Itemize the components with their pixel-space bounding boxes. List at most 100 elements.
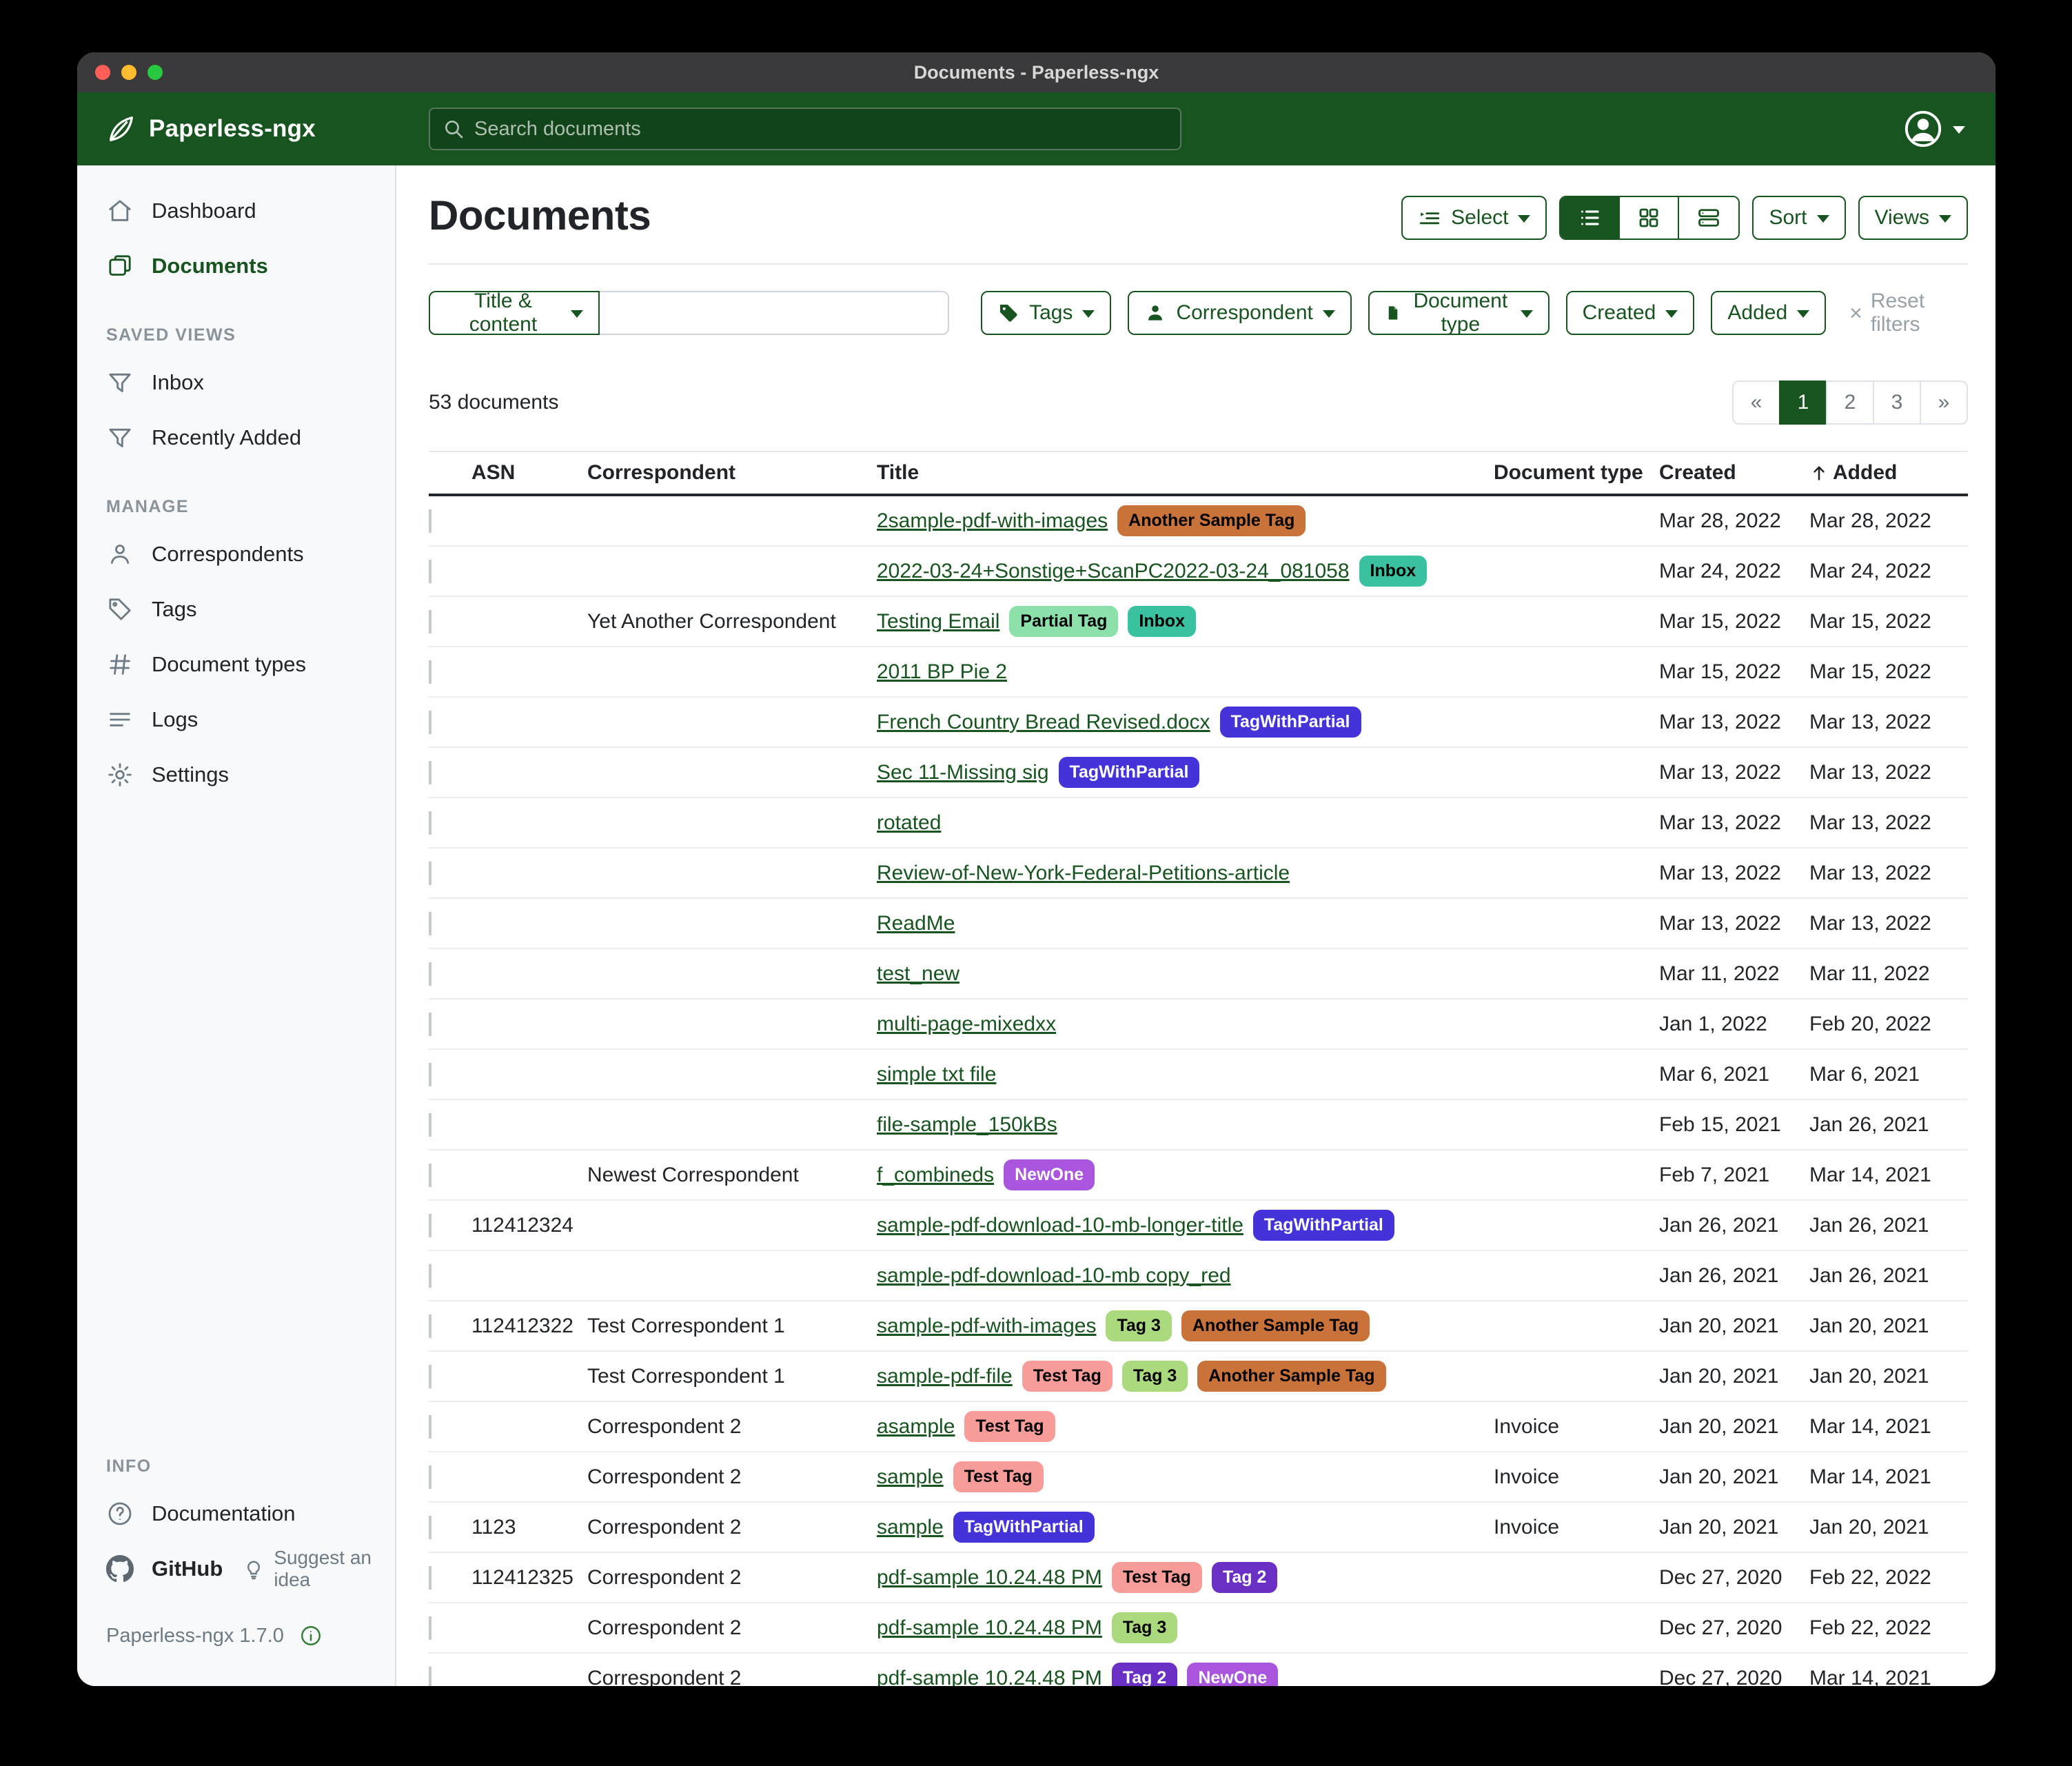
row-checkbox[interactable] xyxy=(429,911,431,935)
reset-filters-button[interactable]: × Reset filters xyxy=(1849,290,1925,336)
row-checkbox[interactable] xyxy=(429,509,431,533)
row-checkbox[interactable] xyxy=(429,1565,431,1590)
sidebar-item-documents[interactable]: Documents xyxy=(77,238,395,294)
row-checkbox[interactable] xyxy=(429,760,431,784)
row-checkbox[interactable] xyxy=(429,962,431,986)
row-checkbox[interactable] xyxy=(429,1666,431,1686)
tag-badge[interactable]: Test Tag xyxy=(964,1411,1055,1442)
row-checkbox[interactable] xyxy=(429,1163,431,1187)
created-filter-button[interactable]: Created xyxy=(1565,291,1695,335)
minimize-window-button[interactable] xyxy=(121,65,136,80)
user-menu[interactable] xyxy=(1903,92,1965,165)
row-checkbox[interactable] xyxy=(429,1465,431,1489)
column-header-created[interactable]: Created xyxy=(1659,461,1736,484)
document-link[interactable]: pdf-sample 10.24.48 PM xyxy=(877,1565,1102,1589)
sidebar-item-document-types[interactable]: Document types xyxy=(77,637,395,692)
row-checkbox[interactable] xyxy=(429,1113,431,1137)
column-header-asn[interactable]: ASN xyxy=(471,461,516,484)
tag-badge[interactable]: Test Tag xyxy=(1022,1361,1113,1392)
tags-filter-button[interactable]: Tags xyxy=(981,291,1112,335)
row-checkbox[interactable] xyxy=(429,1515,431,1539)
document-link[interactable]: pdf-sample 10.24.48 PM xyxy=(877,1666,1102,1687)
row-checkbox[interactable] xyxy=(429,1062,431,1086)
pagination-page-3[interactable]: 3 xyxy=(1873,380,1921,425)
correspondent-filter-button[interactable]: Correspondent xyxy=(1128,291,1352,335)
sidebar-item-tags[interactable]: Tags xyxy=(77,582,395,637)
suggest-idea-link[interactable]: Suggest an idea xyxy=(223,1547,395,1591)
sidebar-item-documentation[interactable]: Documentation xyxy=(77,1486,395,1541)
row-checkbox[interactable] xyxy=(429,1616,431,1640)
document-link[interactable]: sample-pdf-download-10-mb copy_red xyxy=(877,1263,1231,1287)
document-link[interactable]: test_new xyxy=(877,962,960,985)
search-input[interactable] xyxy=(474,117,1168,141)
tag-badge[interactable]: Tag 3 xyxy=(1121,1361,1188,1392)
document-link[interactable]: sample-pdf-file xyxy=(877,1364,1013,1388)
sidebar-item-github[interactable]: GitHub xyxy=(77,1541,223,1596)
document-link[interactable]: ReadMe xyxy=(877,911,955,935)
tag-badge[interactable]: TagWithPartial xyxy=(1058,757,1200,788)
row-checkbox[interactable] xyxy=(429,811,431,835)
document-link[interactable]: French Country Bread Revised.docx xyxy=(877,710,1210,733)
column-header-correspondent[interactable]: Correspondent xyxy=(587,461,736,484)
tag-badge[interactable]: Another Sample Tag xyxy=(1117,505,1306,536)
document-link[interactable]: Testing Email xyxy=(877,609,1000,633)
document-link[interactable]: Sec 11-Missing sig xyxy=(877,760,1049,784)
document-link[interactable]: asample xyxy=(877,1414,955,1438)
document-link[interactable]: 2011 BP Pie 2 xyxy=(877,660,1008,683)
row-checkbox[interactable] xyxy=(429,1414,431,1439)
info-circle-icon[interactable] xyxy=(299,1624,323,1647)
document-link[interactable]: pdf-sample 10.24.48 PM xyxy=(877,1616,1102,1639)
row-checkbox[interactable] xyxy=(429,710,431,734)
tag-badge[interactable]: NewOne xyxy=(1187,1663,1279,1686)
document-link[interactable]: rotated xyxy=(877,811,942,834)
tag-badge[interactable]: Tag 2 xyxy=(1211,1562,1278,1593)
tag-badge[interactable]: Partial Tag xyxy=(1009,606,1119,637)
tag-badge[interactable]: TagWithPartial xyxy=(1252,1210,1394,1241)
grid-view-button[interactable] xyxy=(1620,197,1680,238)
column-header-doctype[interactable]: Document type xyxy=(1494,461,1643,484)
document-link[interactable]: sample xyxy=(877,1465,944,1488)
row-checkbox[interactable] xyxy=(429,609,431,633)
row-checkbox[interactable] xyxy=(429,660,431,684)
zoom-window-button[interactable] xyxy=(148,65,163,80)
sidebar-item-inbox[interactable]: Inbox xyxy=(77,355,395,410)
document-link[interactable]: file-sample_150kBs xyxy=(877,1113,1057,1136)
sidebar-item-correspondents[interactable]: Correspondents xyxy=(77,527,395,582)
document-link[interactable]: sample-pdf-download-10-mb-longer-title xyxy=(877,1213,1243,1237)
document-link[interactable]: f_combineds xyxy=(877,1163,995,1186)
document-link[interactable]: simple txt file xyxy=(877,1062,997,1086)
tag-badge[interactable]: Another Sample Tag xyxy=(1197,1361,1386,1392)
pagination-next[interactable]: » xyxy=(1920,380,1968,425)
added-filter-button[interactable]: Added xyxy=(1711,291,1827,335)
filter-field-dropdown[interactable]: Title & content xyxy=(429,290,600,336)
views-dropdown-button[interactable]: Views xyxy=(1858,196,1968,240)
document-link[interactable]: 2022-03-24+Sonstige+ScanPC2022-03-24_081… xyxy=(877,559,1350,582)
tag-badge[interactable]: Tag 3 xyxy=(1111,1612,1178,1643)
pagination-page-1[interactable]: 1 xyxy=(1779,380,1827,425)
sidebar-item-dashboard[interactable]: Dashboard xyxy=(77,183,395,238)
select-dropdown-button[interactable]: Select xyxy=(1401,196,1547,240)
brand[interactable]: Paperless-ngx xyxy=(77,113,396,145)
sidebar-item-recently-added[interactable]: Recently Added xyxy=(77,410,395,465)
row-checkbox[interactable] xyxy=(429,1364,431,1388)
document-link[interactable]: Review-of-New-York-Federal-Petitions-art… xyxy=(877,861,1290,884)
detail-view-button[interactable] xyxy=(1679,197,1739,238)
row-checkbox[interactable] xyxy=(429,1213,431,1237)
filter-text-input[interactable] xyxy=(599,291,950,335)
tag-badge[interactable]: Tag 2 xyxy=(1111,1663,1178,1686)
row-checkbox[interactable] xyxy=(429,1012,431,1036)
tag-badge[interactable]: Another Sample Tag xyxy=(1181,1310,1370,1341)
sidebar-item-settings[interactable]: Settings xyxy=(77,747,395,802)
document-link[interactable]: sample xyxy=(877,1515,944,1539)
column-header-title[interactable]: Title xyxy=(877,461,920,484)
close-window-button[interactable] xyxy=(95,65,110,80)
row-checkbox[interactable] xyxy=(429,861,431,885)
row-checkbox[interactable] xyxy=(429,559,431,583)
sort-dropdown-button[interactable]: Sort xyxy=(1752,196,1846,240)
tag-badge[interactable]: Test Tag xyxy=(1111,1562,1202,1593)
sidebar-item-logs[interactable]: Logs xyxy=(77,692,395,747)
tag-badge[interactable]: TagWithPartial xyxy=(953,1512,1095,1543)
tag-badge[interactable]: NewOne xyxy=(1004,1159,1095,1190)
document-type-filter-button[interactable]: Document type xyxy=(1368,290,1550,336)
row-checkbox[interactable] xyxy=(429,1263,431,1288)
